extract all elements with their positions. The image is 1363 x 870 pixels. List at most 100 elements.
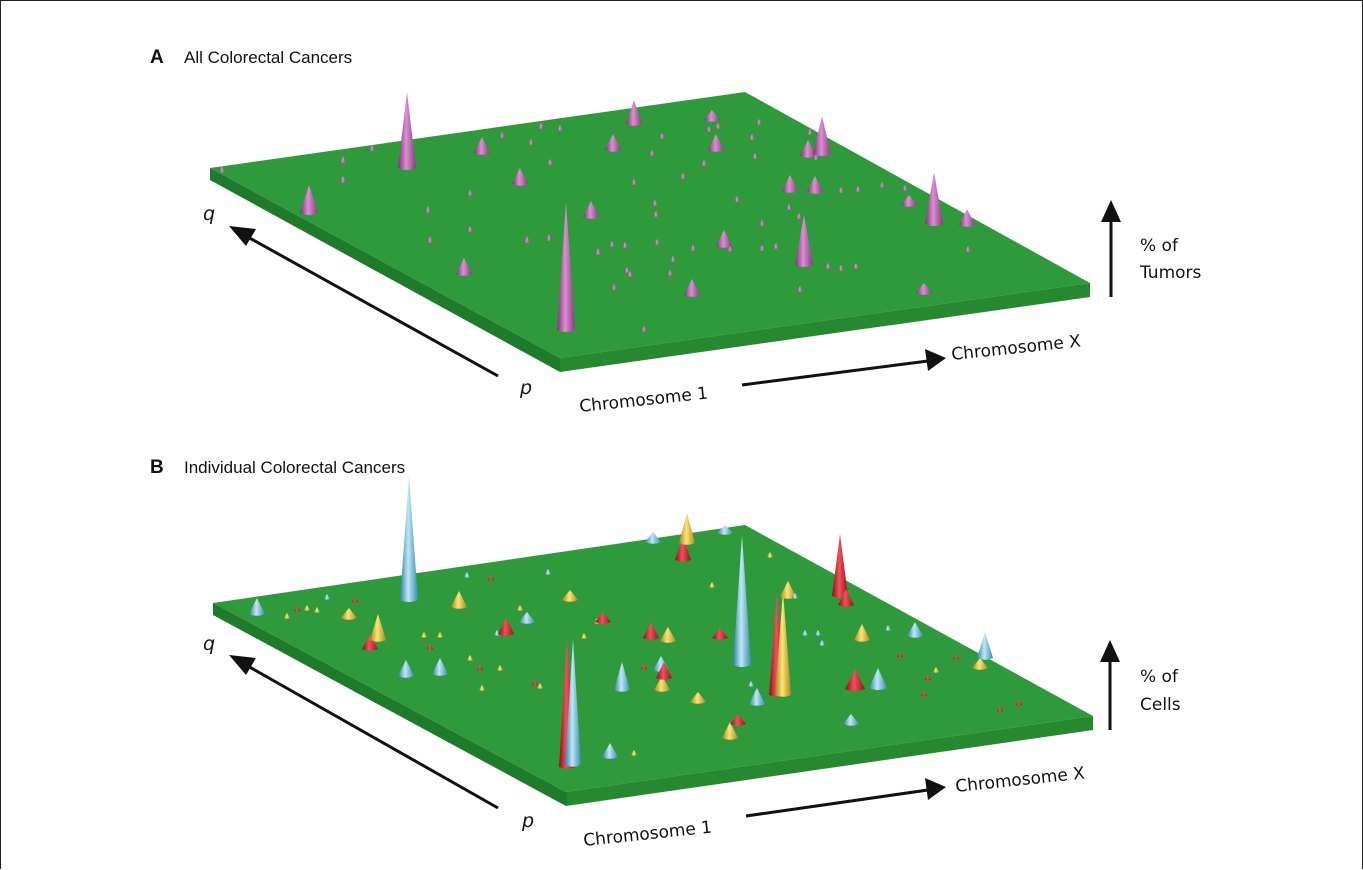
panel-b-cone xyxy=(532,680,538,686)
panel-a-cone xyxy=(654,239,660,245)
panel-a-cone xyxy=(795,215,813,268)
panel-b-chrom-axis xyxy=(745,778,946,818)
panel-b-cone xyxy=(885,625,891,631)
panel-b-cone xyxy=(660,627,676,643)
panel-b-cone xyxy=(545,569,551,575)
panel-a-cone xyxy=(825,263,831,269)
panel-a-chrom-axis xyxy=(741,349,946,387)
panel-a-cone xyxy=(749,134,755,140)
panel-b-cone xyxy=(614,662,630,692)
panel-b-p-label: p xyxy=(521,810,534,832)
panel-a-cone xyxy=(538,123,544,129)
panel-b-cone xyxy=(362,635,378,651)
panel-a-q-label: q xyxy=(203,203,215,225)
panel-a-diagram: A All Colorectal Cancers q p Chromosome … xyxy=(150,47,1202,417)
panel-b-cone xyxy=(643,622,659,640)
panel-a-cone xyxy=(756,119,762,125)
panel-a-cone xyxy=(467,190,473,196)
panel-b-cone xyxy=(977,632,993,660)
panel-a-cone xyxy=(670,256,676,262)
panel-a-cone xyxy=(701,160,707,166)
panel-b-diagram: B Individual Colorectal Cancers q p Chro… xyxy=(150,457,1181,851)
panel-b-cone xyxy=(869,668,887,691)
panel-a-cone xyxy=(547,159,553,165)
panel-a-cone xyxy=(708,134,724,152)
panel-a-percent-label-1: % of xyxy=(1140,236,1179,256)
panel-b-cone xyxy=(294,606,300,612)
panel-b-cone xyxy=(690,692,706,704)
panel-b-cone xyxy=(641,664,647,670)
panel-a: A All Colorectal Cancers q p Chromosome … xyxy=(0,0,1363,430)
panel-b-cone xyxy=(565,639,581,767)
panel-b-cone xyxy=(284,613,290,619)
panel-a-cone xyxy=(427,236,433,243)
panel-a-cone xyxy=(901,195,917,207)
panel-b-chrom-start-label: Chromosome 1 xyxy=(582,818,713,851)
panel-b-cone xyxy=(421,632,427,638)
panel-b-cone xyxy=(341,608,357,620)
panel-a-cone xyxy=(659,133,665,139)
panel-a-cone xyxy=(838,265,844,271)
panel-a-cone xyxy=(467,226,473,232)
panel-a-cone xyxy=(398,92,416,171)
panel-a-cone xyxy=(557,125,563,131)
panel-a-title: All Colorectal Cancers xyxy=(184,48,352,67)
panel-a-p-label: p xyxy=(519,377,532,399)
panel-a-cone xyxy=(853,263,859,269)
panel-b-cone xyxy=(802,630,808,636)
panel-a-cone xyxy=(727,246,733,252)
panel-a-cone xyxy=(653,211,659,217)
panel-b-cone xyxy=(581,633,587,639)
panel-b-cone xyxy=(749,688,765,706)
panel-a-cone xyxy=(605,134,621,152)
panel-a-cone xyxy=(879,182,885,188)
panel-b-cone xyxy=(815,630,821,636)
panel-b-cone xyxy=(780,581,796,599)
panel-a-percent-axis xyxy=(1101,200,1121,297)
panel-a-cone xyxy=(369,145,375,151)
panel-a-cone xyxy=(813,116,831,157)
panel-b-cone xyxy=(972,658,988,670)
panel-a-cone xyxy=(752,153,758,159)
panel-a-board xyxy=(210,92,1090,372)
panel-a-cone xyxy=(219,166,225,173)
panel-b-cone xyxy=(654,676,670,692)
panel-a-cone xyxy=(300,185,318,216)
panel-b-cone xyxy=(819,640,825,646)
panel-a-cone xyxy=(524,236,530,243)
panel-a-cone xyxy=(624,267,630,273)
panel-b-cone xyxy=(432,658,448,676)
panel-b-cone xyxy=(656,662,672,680)
panel-b-cone xyxy=(838,589,854,607)
panel-a-percent-label-2: Tumors xyxy=(1139,263,1202,283)
panel-a-cone xyxy=(797,286,803,292)
panel-a-cone xyxy=(716,230,732,248)
panel-b-cone xyxy=(921,691,927,697)
panel-b-cone xyxy=(562,590,578,602)
panel-a-cone xyxy=(916,283,932,295)
panel-b-cone xyxy=(324,594,330,600)
panel-a-cone xyxy=(782,175,798,193)
panel-b-cone xyxy=(897,652,903,658)
panel-b-cone xyxy=(477,665,483,671)
panel-b-letter: B xyxy=(150,457,164,478)
panel-a-chrom-end-label: Chromosome X xyxy=(950,331,1082,365)
panel-b-cone xyxy=(775,591,791,697)
panel-b-cone xyxy=(464,572,470,578)
panel-b-cone xyxy=(400,476,418,603)
panel-b-cone xyxy=(645,532,661,544)
panel-a-cone xyxy=(340,176,346,183)
panel-a-cone xyxy=(902,185,908,191)
panel-b-percent-label-1: % of xyxy=(1140,667,1179,687)
panel-b-cone xyxy=(792,593,798,599)
panel-a-cone xyxy=(925,172,943,227)
panel-b-cone xyxy=(854,624,870,642)
panel-a-cone xyxy=(609,241,615,247)
panel-a-cone xyxy=(759,220,765,226)
panel-a-cone xyxy=(807,176,823,194)
panel-b-q-label: q xyxy=(203,633,215,655)
panel-b-cone xyxy=(712,628,728,640)
panel-b-cone xyxy=(517,605,523,611)
panel-a-cone xyxy=(631,179,637,185)
panel-a-cone xyxy=(425,206,431,213)
